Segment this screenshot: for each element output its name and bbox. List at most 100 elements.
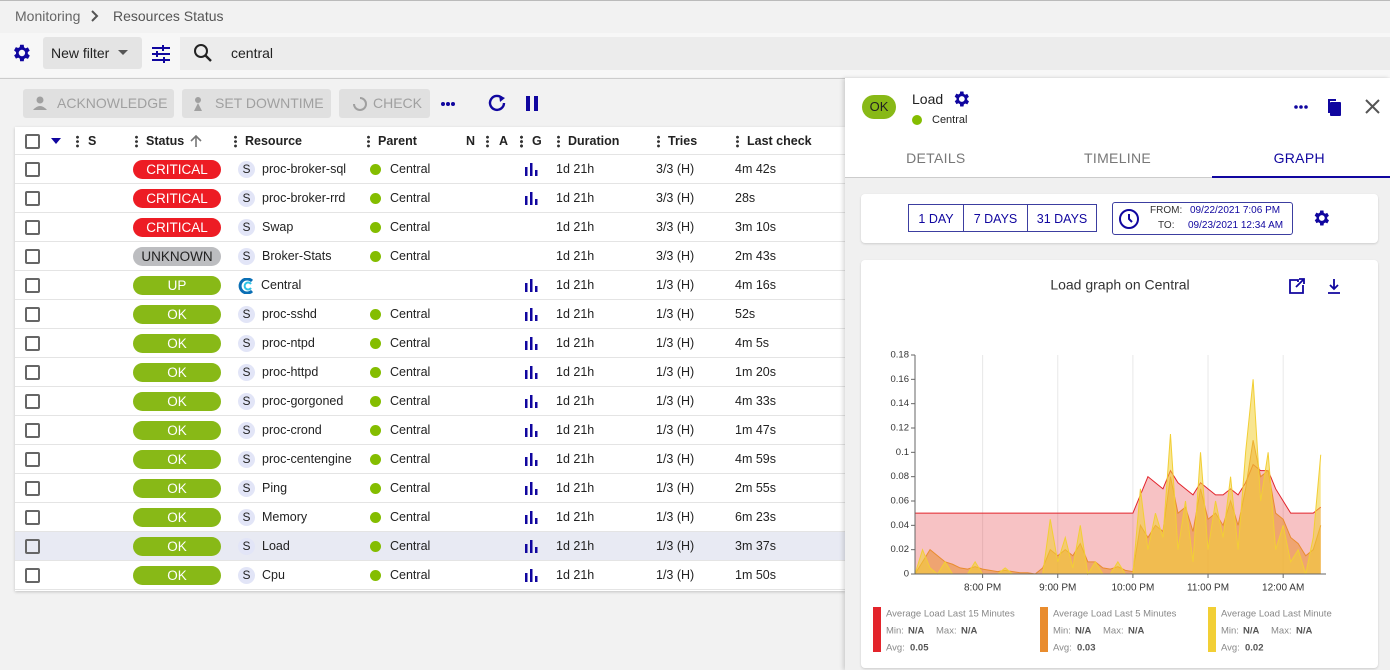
graph-icon[interactable] (525, 424, 538, 437)
graph-icon[interactable] (525, 395, 538, 408)
y-tick-label: 0.08 (891, 471, 910, 482)
tries: 1/3 (H) (656, 278, 695, 292)
column-header[interactable]: N (466, 134, 476, 148)
column-header[interactable]: G (532, 134, 542, 148)
settings-icon[interactable] (10, 42, 32, 64)
resource-settings[interactable] (951, 89, 971, 109)
column-menu[interactable] (367, 135, 370, 148)
column-header[interactable]: Last check (747, 134, 812, 148)
status-chip: CRITICAL (133, 189, 221, 208)
tab[interactable]: TIMELINE (1084, 150, 1152, 166)
column-header[interactable]: S (88, 134, 97, 148)
period-button[interactable]: 1 DAY (908, 204, 964, 232)
parent-status-dot (370, 222, 381, 233)
tab[interactable]: GRAPH (1273, 150, 1325, 166)
graph-icon[interactable] (525, 163, 538, 176)
checkbox[interactable] (25, 365, 40, 380)
toolbar-actions[interactable] (440, 94, 550, 114)
parent-status-dot (370, 338, 381, 349)
column-header[interactable]: Status (146, 134, 185, 148)
filter-select[interactable] (43, 37, 142, 69)
duration: 1d 21h (556, 394, 595, 408)
graph-icon[interactable] (525, 366, 538, 379)
graph-icon[interactable] (525, 453, 538, 466)
graph-icon[interactable] (525, 569, 538, 582)
checkbox[interactable] (25, 162, 40, 177)
resource-name: Ping (262, 481, 288, 495)
tries: 3/3 (H) (656, 191, 695, 205)
downtime-button[interactable]: SET DOWNTIME (182, 89, 331, 118)
column-menu[interactable] (135, 135, 138, 148)
checkbox[interactable] (25, 568, 40, 583)
search-box[interactable] (180, 37, 1390, 70)
period-button[interactable]: 7 DAYS (963, 204, 1028, 232)
checkbox[interactable] (25, 336, 40, 351)
checkbox[interactable] (25, 278, 40, 293)
graph-icon[interactable] (525, 279, 538, 292)
checkbox[interactable] (25, 249, 40, 264)
column-header[interactable]: Parent (378, 134, 417, 148)
sort-menu[interactable] (51, 137, 61, 145)
checkbox[interactable] (25, 307, 40, 322)
checkbox[interactable] (25, 452, 40, 467)
last-check: 1m 47s (735, 423, 776, 437)
tries: 1/3 (H) (656, 365, 695, 379)
resource-type-icon: S (238, 190, 255, 207)
filter-options-icon[interactable] (151, 45, 171, 63)
chart-actions[interactable] (1289, 278, 1340, 294)
table-row[interactable]: OK S Cpu Central 1d 21h 1/3 (H) 1m 50s (15, 561, 845, 590)
breadcrumb-item[interactable]: Monitoring (15, 8, 81, 24)
parent-name: Central (390, 423, 431, 437)
column-header[interactable]: A (499, 134, 509, 148)
checkbox[interactable] (25, 539, 40, 554)
table-row[interactable]: UP Central 1d 21h 1/3 (H) 4m 16s (15, 271, 845, 300)
y-tick-label: 0.14 (891, 398, 910, 409)
period-button[interactable]: 31 DAYS (1027, 204, 1097, 232)
table-row[interactable]: CRITICAL S Swap Central 1d 21h 3/3 (H) 3m 10s (15, 213, 845, 242)
check-button[interactable]: CHECK (339, 89, 430, 118)
table-row[interactable]: OK S Ping Central 1d 21h 1/3 (H) 2m 55s (15, 474, 845, 503)
column-header[interactable]: Tries (668, 134, 698, 148)
column-menu[interactable] (657, 135, 660, 148)
checkbox[interactable] (25, 510, 40, 525)
checkbox[interactable] (25, 423, 40, 438)
checkbox[interactable] (25, 481, 40, 496)
graph-icon[interactable] (525, 308, 538, 321)
column-menu[interactable] (76, 135, 79, 148)
panel-actions[interactable] (1290, 96, 1385, 120)
table-row[interactable]: UNKNOWN S Broker-Stats Central 1d 21h 3/3 (H)… (15, 242, 845, 271)
checkbox[interactable] (25, 191, 40, 206)
column-header[interactable]: Resource (245, 134, 302, 148)
checkbox[interactable] (25, 394, 40, 409)
graph-settings[interactable] (1311, 208, 1331, 228)
graph-icon[interactable] (525, 511, 538, 524)
graph-icon[interactable] (525, 540, 538, 553)
table-row[interactable]: OK S Memory Central 1d 21h 1/3 (H) 6m 23s (15, 503, 845, 532)
date-range[interactable] (1112, 202, 1293, 235)
column-menu[interactable] (520, 135, 523, 148)
column-header[interactable]: Duration (568, 134, 620, 148)
tries: 1/3 (H) (656, 394, 695, 408)
table-row[interactable]: OK S Load Central 1d 21h 1/3 (H) 3m 37s (15, 532, 845, 561)
checkbox[interactable] (25, 220, 40, 235)
graph-icon[interactable] (525, 482, 538, 495)
column-menu[interactable] (234, 135, 237, 148)
y-tick-label: 0 (904, 569, 909, 580)
tab[interactable]: DETAILS (906, 150, 966, 166)
parent-name: Central (390, 191, 431, 205)
checkbox[interactable] (25, 134, 40, 149)
column-menu[interactable] (736, 135, 739, 148)
acknowledge-button[interactable]: ACKNOWLEDGE (23, 89, 174, 118)
column-menu[interactable] (557, 135, 560, 148)
column-menu[interactable] (486, 135, 489, 148)
graph-icon[interactable] (525, 337, 538, 350)
graph-icon[interactable] (525, 192, 538, 205)
